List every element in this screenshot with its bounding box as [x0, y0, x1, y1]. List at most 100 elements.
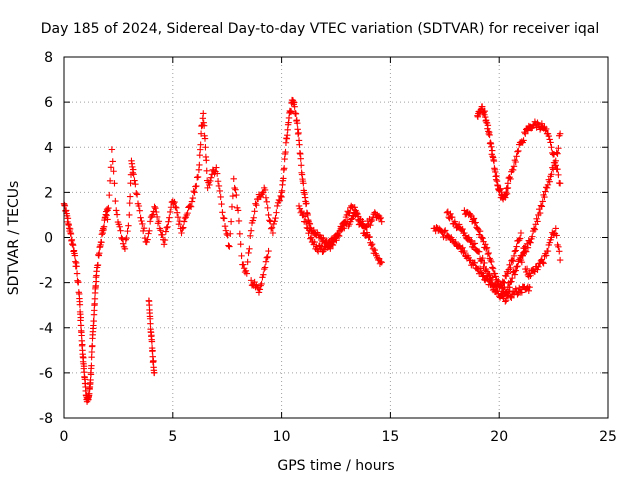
data-point-interp	[148, 338, 156, 345]
data-point-interp	[472, 219, 479, 226]
data-point	[160, 241, 168, 248]
data-point-interp	[525, 287, 532, 294]
x-tick-label: 15	[381, 429, 399, 445]
data-point	[556, 180, 564, 187]
data-point-interp	[123, 234, 130, 242]
data-point-interp	[215, 182, 223, 190]
data-point	[139, 220, 146, 228]
data-point	[300, 180, 307, 187]
data-point-interp	[153, 208, 160, 216]
data-point-interp	[155, 218, 163, 225]
data-point-interp	[129, 163, 136, 171]
data-point-interp	[307, 234, 315, 241]
data-point-interp	[467, 211, 474, 219]
data-point-interp	[259, 274, 266, 281]
data-point	[256, 286, 264, 293]
data-point-interp	[140, 224, 148, 232]
data-point	[73, 270, 81, 277]
chart-title: Day 185 of 2024, Sidereal Day-to-day VTE…	[41, 21, 599, 37]
data-point-interp	[233, 191, 240, 199]
data-point-interp	[107, 164, 115, 171]
data-point-interp	[479, 254, 486, 262]
data-point-interp	[135, 202, 143, 210]
data-point-interp	[538, 120, 546, 127]
data-point-interp	[489, 147, 496, 154]
data-point-interp	[302, 218, 310, 226]
data-point-interp	[116, 223, 123, 230]
data-point-interp	[280, 175, 287, 182]
data-point	[522, 247, 529, 255]
data-point-interp	[287, 108, 295, 115]
data-point-interp	[479, 273, 486, 280]
data-point-interp	[540, 260, 547, 267]
data-point-interp	[542, 188, 549, 195]
data-point	[152, 204, 159, 212]
data-point-interp	[91, 295, 99, 303]
data-point-interp	[546, 239, 553, 246]
data-point	[187, 202, 194, 210]
data-point-interp	[514, 148, 521, 155]
data-point-interp	[237, 240, 244, 248]
data-point	[478, 234, 485, 241]
data-point-interp	[341, 225, 348, 232]
data-point-interp	[249, 217, 257, 224]
data-point-interp	[100, 223, 108, 230]
data-point	[491, 270, 499, 277]
data-point-interp	[261, 264, 269, 271]
data-point-interp	[538, 203, 546, 210]
data-point-interp	[536, 209, 544, 217]
data-point-interp	[534, 266, 541, 273]
data-point-interp	[106, 177, 114, 184]
data-point-interp	[262, 194, 270, 201]
data-point-interp	[553, 149, 560, 156]
data-point-interp	[127, 180, 134, 187]
data-point-interp	[311, 238, 318, 246]
data-point-interp	[110, 168, 117, 175]
data-point	[513, 263, 520, 271]
data-point-interp	[538, 256, 546, 263]
data-point	[217, 193, 224, 201]
data-point-interp	[236, 230, 244, 238]
data-point-interp	[512, 158, 519, 166]
data-point-interp	[73, 263, 80, 270]
data-point-interp	[489, 265, 497, 272]
data-point-interp	[111, 180, 118, 187]
data-point-interp	[109, 158, 116, 165]
data-point-interp	[320, 234, 327, 242]
y-tick-label: 8	[44, 50, 53, 66]
data-point-interp	[479, 234, 486, 242]
data-point	[548, 144, 555, 151]
data-point	[517, 229, 525, 237]
data-point-interp	[227, 230, 234, 237]
data-point-interp	[245, 249, 252, 257]
data-point-interp	[542, 127, 549, 134]
data-point-interp	[232, 186, 239, 193]
data-point-interp	[124, 227, 131, 235]
data-point-interp	[180, 218, 188, 225]
data-point-interp	[541, 193, 548, 201]
data-point-interp	[351, 204, 358, 211]
data-point	[243, 270, 250, 277]
data-point-interp	[276, 197, 284, 204]
data-point-interp	[556, 248, 563, 255]
data-point-interp	[281, 165, 288, 172]
data-point-interp	[518, 258, 526, 266]
data-point-interp	[172, 203, 179, 211]
data-point-interp	[203, 157, 210, 164]
data-point-interp	[272, 214, 279, 222]
data-point-interp	[524, 244, 532, 251]
data-point-interp	[523, 265, 531, 273]
y-tick-label: 6	[44, 95, 53, 111]
data-point-interp	[87, 371, 95, 378]
data-point-interp	[520, 137, 527, 144]
data-point-interp	[267, 225, 275, 232]
x-tick-label: 20	[490, 429, 508, 445]
data-point-interp	[112, 197, 119, 205]
data-point	[260, 265, 268, 273]
data-point-interp	[368, 241, 376, 248]
data-point-interp	[490, 157, 498, 165]
data-point-interp	[534, 218, 541, 225]
data-point-interp	[314, 246, 321, 254]
